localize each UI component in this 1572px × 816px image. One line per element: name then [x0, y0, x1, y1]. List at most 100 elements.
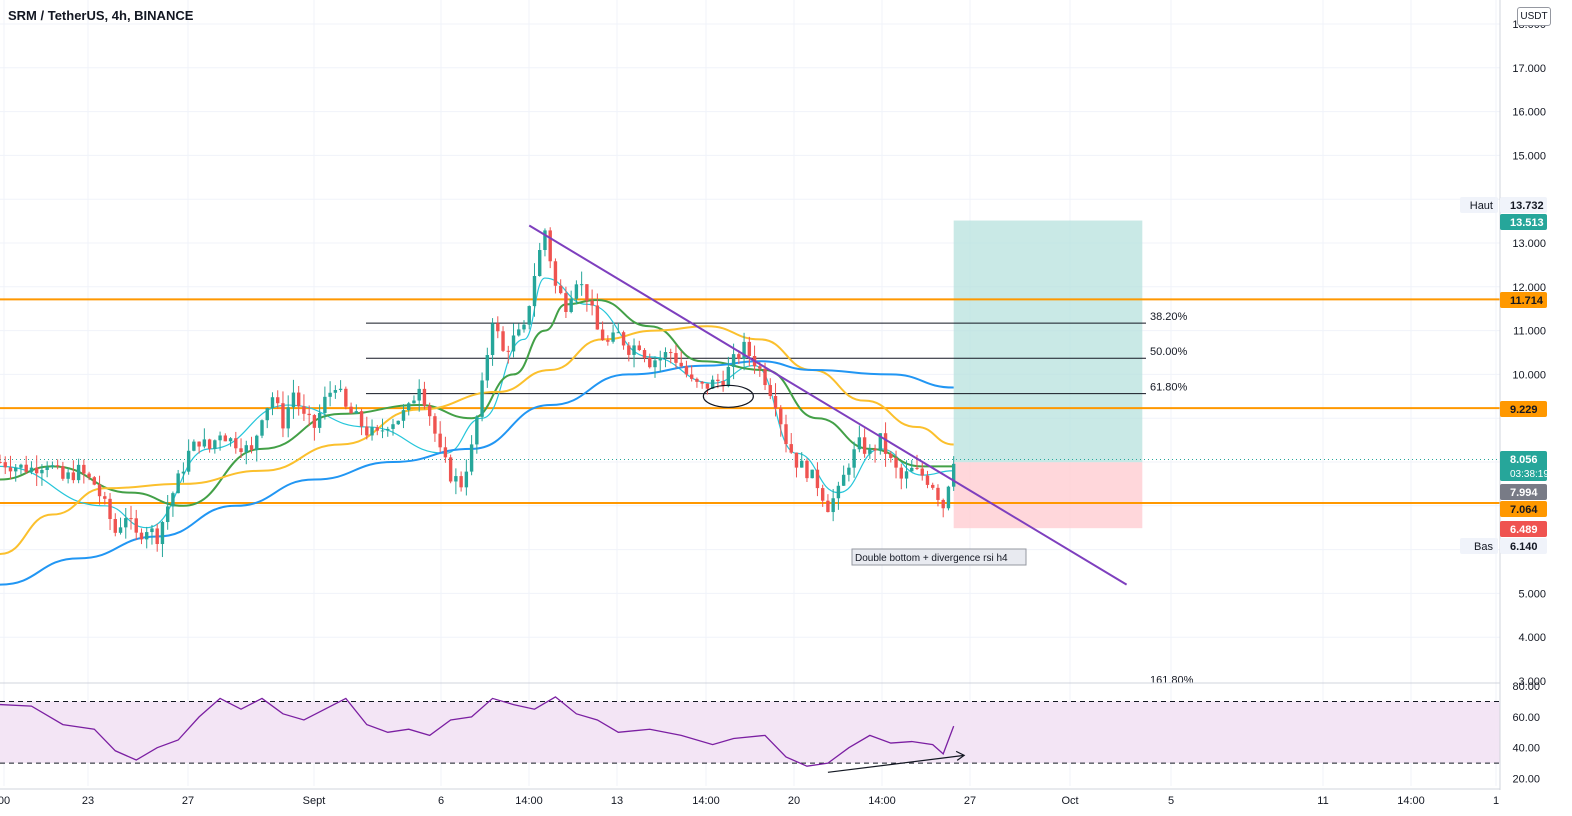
candle — [700, 380, 704, 389]
arrow-head-icon — [955, 750, 966, 761]
candle — [181, 462, 186, 483]
long-position-stop-zone[interactable] — [953, 462, 1143, 529]
price-label: 8.056 03:38:19 — [1500, 451, 1549, 481]
x-tick-label: 6 — [438, 795, 444, 807]
candle-body — [475, 416, 479, 445]
candle — [218, 431, 222, 451]
candle-body — [737, 354, 741, 359]
candle — [469, 435, 474, 476]
candle-body — [925, 475, 930, 485]
candle — [118, 517, 123, 535]
candle — [291, 379, 296, 419]
candle-body — [82, 464, 86, 474]
candle — [611, 324, 615, 344]
candle-body — [338, 388, 343, 391]
price-label-value: 7.994 — [1510, 487, 1538, 499]
candle-body — [427, 405, 432, 417]
candle-body — [910, 467, 914, 472]
candle-body — [868, 448, 872, 454]
candle-body — [359, 411, 364, 427]
candle — [621, 330, 626, 350]
candle — [883, 422, 888, 467]
candle — [29, 461, 34, 475]
candle-body — [522, 324, 526, 330]
candle-body — [679, 362, 683, 367]
price-axis[interactable]: 3.000 4.000 5.000 10.000 11.000 12.000 13.000 1… — [1460, 0, 1549, 790]
candle — [281, 391, 285, 438]
double-bottom-ellipse[interactable] — [702, 384, 754, 408]
candle-body — [731, 354, 736, 367]
candle-body — [375, 427, 379, 431]
annotation-note[interactable]: Double bottom + divergence rsi h4 — [851, 548, 1027, 566]
x-tick-label: 00 — [0, 795, 10, 807]
candle — [779, 405, 783, 437]
annotation-text: Double bottom + divergence rsi h4 — [855, 553, 1008, 564]
candle — [784, 414, 788, 453]
candle-body — [286, 407, 290, 429]
rsi-y-tick-label: 60.00 — [1512, 712, 1540, 724]
moving-average-ma_green[interactable] — [0, 298, 954, 507]
candle — [600, 321, 605, 341]
annotation-box — [851, 548, 1027, 566]
price-label-tag-bg — [1460, 197, 1498, 213]
price-label: 13.513 — [1500, 214, 1547, 230]
moving-average-ma_fast[interactable] — [0, 277, 954, 529]
descending-trendline[interactable] — [528, 224, 1128, 586]
candle-body — [454, 476, 458, 482]
candle-body — [936, 487, 940, 500]
candle — [24, 455, 28, 474]
candle — [936, 484, 940, 507]
candle-body — [401, 410, 406, 421]
candle — [317, 404, 322, 434]
candle-body — [794, 452, 799, 468]
candle-body — [113, 519, 117, 533]
rsi-divergence-arrow[interactable] — [827, 754, 965, 773]
candles — [0, 227, 956, 558]
candle — [538, 242, 542, 277]
candle — [338, 380, 343, 393]
candle — [370, 419, 374, 441]
candle — [40, 464, 44, 486]
x-tick-label: 13 — [611, 795, 623, 807]
y-tick-label: 11.000 — [1513, 326, 1546, 338]
candle-body — [328, 392, 332, 397]
fibonacci-retracement[interactable]: 38.20% 50.00% 61.80% 161.80% — [366, 311, 1194, 686]
long-position-target-zone[interactable] — [953, 220, 1143, 463]
candle-body — [45, 466, 49, 471]
candle — [852, 441, 856, 478]
candle — [862, 428, 867, 458]
candle — [448, 454, 453, 484]
candle-body — [448, 457, 453, 482]
x-tick-label: Sept — [303, 795, 326, 807]
candle — [239, 438, 243, 458]
candle-body — [841, 474, 846, 486]
candle — [50, 461, 55, 470]
price-label: 11.714 — [1500, 292, 1547, 308]
candle — [427, 402, 432, 426]
candle-body — [186, 450, 191, 472]
candle — [747, 336, 752, 367]
candle — [653, 356, 657, 378]
candle-body — [29, 467, 34, 472]
moving-average-ma_yellow[interactable] — [0, 325, 954, 555]
x-tick-label: 23 — [82, 795, 94, 807]
candle-body — [55, 465, 60, 467]
time-axis[interactable]: 00 23 27 Sept 6 14:00 13 14:00 20 14:00 27 Oct 5 11 14… — [0, 788, 1500, 807]
candle-body — [805, 460, 809, 479]
currency-button[interactable]: USDT — [1517, 7, 1551, 26]
price-label-tag: Haut — [1470, 200, 1493, 212]
candle — [579, 271, 584, 296]
x-tick-label: 27 — [182, 795, 194, 807]
price-label-countdown: 03:38:19 — [1510, 469, 1549, 480]
candle — [380, 418, 385, 439]
rsi-line[interactable] — [0, 696, 955, 767]
candle — [234, 431, 238, 454]
candle-body — [585, 284, 589, 301]
candle-body — [218, 435, 222, 441]
candle — [459, 471, 463, 492]
x-tick-label: 1 — [1493, 795, 1499, 807]
candle-body — [527, 306, 531, 325]
candle — [511, 323, 516, 358]
candle-body — [223, 435, 228, 442]
